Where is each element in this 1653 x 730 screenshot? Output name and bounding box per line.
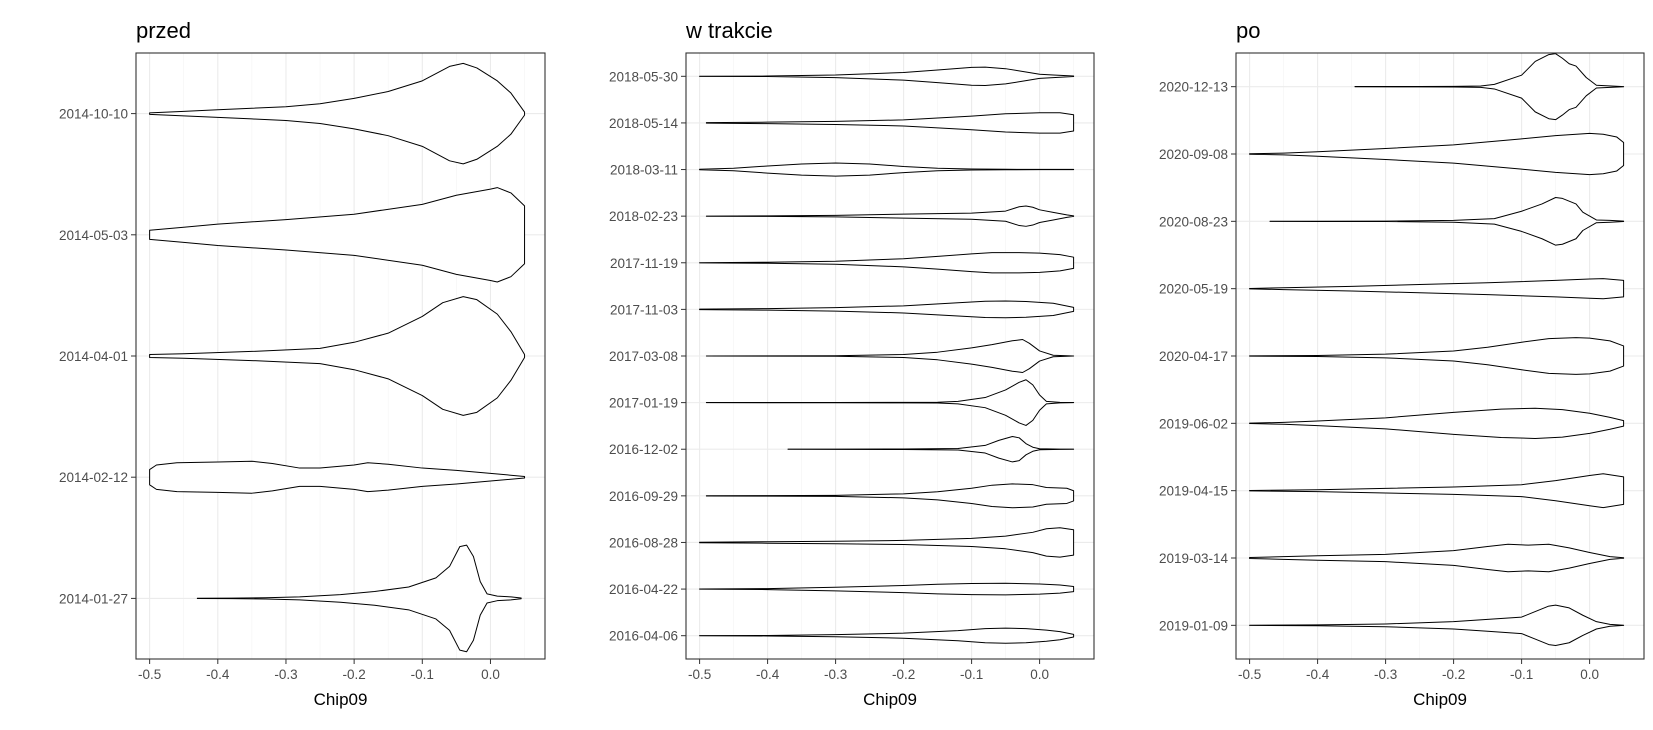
violin-2019-03-14 xyxy=(1249,543,1625,573)
x-tick-label: -0.4 xyxy=(756,667,780,682)
violin-2017-11-19 xyxy=(699,252,1075,274)
violin-2014-05-03 xyxy=(149,187,526,283)
x-tick-label: -0.3 xyxy=(1374,667,1397,682)
x-tick-label: -0.4 xyxy=(1306,667,1330,682)
x-tick-label: -0.4 xyxy=(206,667,230,682)
y-tick-label: 2019-04-15 xyxy=(1159,484,1228,499)
violin-2016-08-28 xyxy=(699,527,1075,558)
violin-2016-04-06 xyxy=(699,627,1075,644)
x-tick-label: -0.1 xyxy=(411,667,434,682)
y-tick-label: 2018-05-30 xyxy=(609,69,678,84)
violin-2020-04-17 xyxy=(1249,337,1625,375)
violin-2016-09-29 xyxy=(705,483,1075,509)
y-tick-label: 2017-11-19 xyxy=(610,256,678,271)
x-tick-label: -0.5 xyxy=(138,667,161,682)
x-tick-label: -0.3 xyxy=(824,667,847,682)
y-tick-label: 2017-01-19 xyxy=(609,396,678,411)
y-tick-label: 2016-04-06 xyxy=(609,629,678,644)
y-tick-label: 2014-10-10 xyxy=(59,107,128,122)
panel-title: w trakcie xyxy=(685,18,773,43)
y-tick-label: 2014-02-12 xyxy=(59,470,128,485)
x-axis-label: Chip09 xyxy=(314,690,368,709)
violin-2019-06-02 xyxy=(1249,407,1625,439)
panel-title: przed xyxy=(136,18,191,43)
violin-2016-04-22 xyxy=(699,582,1075,596)
x-tick-label: -0.2 xyxy=(892,667,915,682)
violin-2014-01-27 xyxy=(196,544,522,653)
y-tick-label: 2019-06-02 xyxy=(1159,416,1228,431)
violin-2014-10-10 xyxy=(149,62,526,165)
y-tick-label: 2017-03-08 xyxy=(609,349,678,364)
y-tick-label: 2014-04-01 xyxy=(59,349,128,364)
y-tick-label: 2016-04-22 xyxy=(609,582,678,597)
violin-2017-11-03 xyxy=(699,300,1075,319)
y-tick-label: 2018-05-14 xyxy=(609,116,679,131)
x-tick-label: -0.1 xyxy=(960,667,983,682)
violin-2020-08-23 xyxy=(1269,197,1625,246)
violin-2020-12-13 xyxy=(1354,53,1625,121)
violin-2019-04-15 xyxy=(1249,473,1625,509)
violin-2020-05-19 xyxy=(1249,278,1625,300)
panel-1: 2014-10-10 2014-05-03 2014-04-01 2014-02-12… xyxy=(59,18,546,709)
violin-2018-05-14 xyxy=(705,112,1075,134)
violin-2014-04-01 xyxy=(149,296,526,416)
violin-2020-09-08 xyxy=(1249,132,1625,176)
y-tick-label: 2020-12-13 xyxy=(1159,80,1228,95)
panel-2: 2018-05-30 2018-05-14 2018-03-11 2018-02-23… xyxy=(609,18,1095,709)
x-tick-label: -0.5 xyxy=(688,667,711,682)
violin-2018-02-23 xyxy=(705,205,1075,227)
y-tick-label: 2016-08-28 xyxy=(609,535,678,550)
y-tick-label: 2014-01-27 xyxy=(59,591,128,606)
violin-2018-03-11 xyxy=(699,162,1075,177)
x-tick-label: 0.0 xyxy=(1580,667,1599,682)
violin-2018-05-30 xyxy=(699,66,1075,86)
y-tick-label: 2020-09-08 xyxy=(1159,147,1228,162)
y-tick-label: 2020-08-23 xyxy=(1159,214,1228,229)
x-tick-label: 0.0 xyxy=(481,667,500,682)
x-tick-label: -0.3 xyxy=(274,667,297,682)
x-axis-label: Chip09 xyxy=(863,690,917,709)
y-tick-label: 2017-11-03 xyxy=(610,302,678,317)
y-tick-label: 2016-12-02 xyxy=(609,442,678,457)
x-axis-label: Chip09 xyxy=(1413,690,1467,709)
violin-2017-01-19 xyxy=(705,379,1075,426)
y-tick-label: 2019-01-09 xyxy=(1159,618,1228,633)
y-tick-label: 2018-03-11 xyxy=(610,163,678,178)
y-tick-label: 2019-03-14 xyxy=(1159,551,1229,566)
x-tick-label: 0.0 xyxy=(1030,667,1049,682)
panel-3: 2020-12-13 2020-09-08 2020-08-23 2020-05-19… xyxy=(1159,18,1645,709)
violin-2016-12-02 xyxy=(787,436,1075,463)
violin-2019-01-09 xyxy=(1249,604,1625,646)
x-tick-label: -0.5 xyxy=(1238,667,1261,682)
violin-2014-02-12 xyxy=(149,460,526,494)
y-tick-label: 2016-09-29 xyxy=(609,489,678,504)
y-tick-label: 2020-04-17 xyxy=(1159,349,1228,364)
x-tick-label: -0.2 xyxy=(1442,667,1465,682)
y-tick-label: 2018-02-23 xyxy=(609,209,678,224)
y-tick-label: 2020-05-19 xyxy=(1159,282,1228,297)
y-tick-label: 2014-05-03 xyxy=(59,228,128,243)
x-tick-label: -0.2 xyxy=(343,667,366,682)
panel-title: po xyxy=(1236,18,1260,43)
x-tick-label: -0.1 xyxy=(1510,667,1533,682)
violin-2017-03-08 xyxy=(705,339,1075,373)
